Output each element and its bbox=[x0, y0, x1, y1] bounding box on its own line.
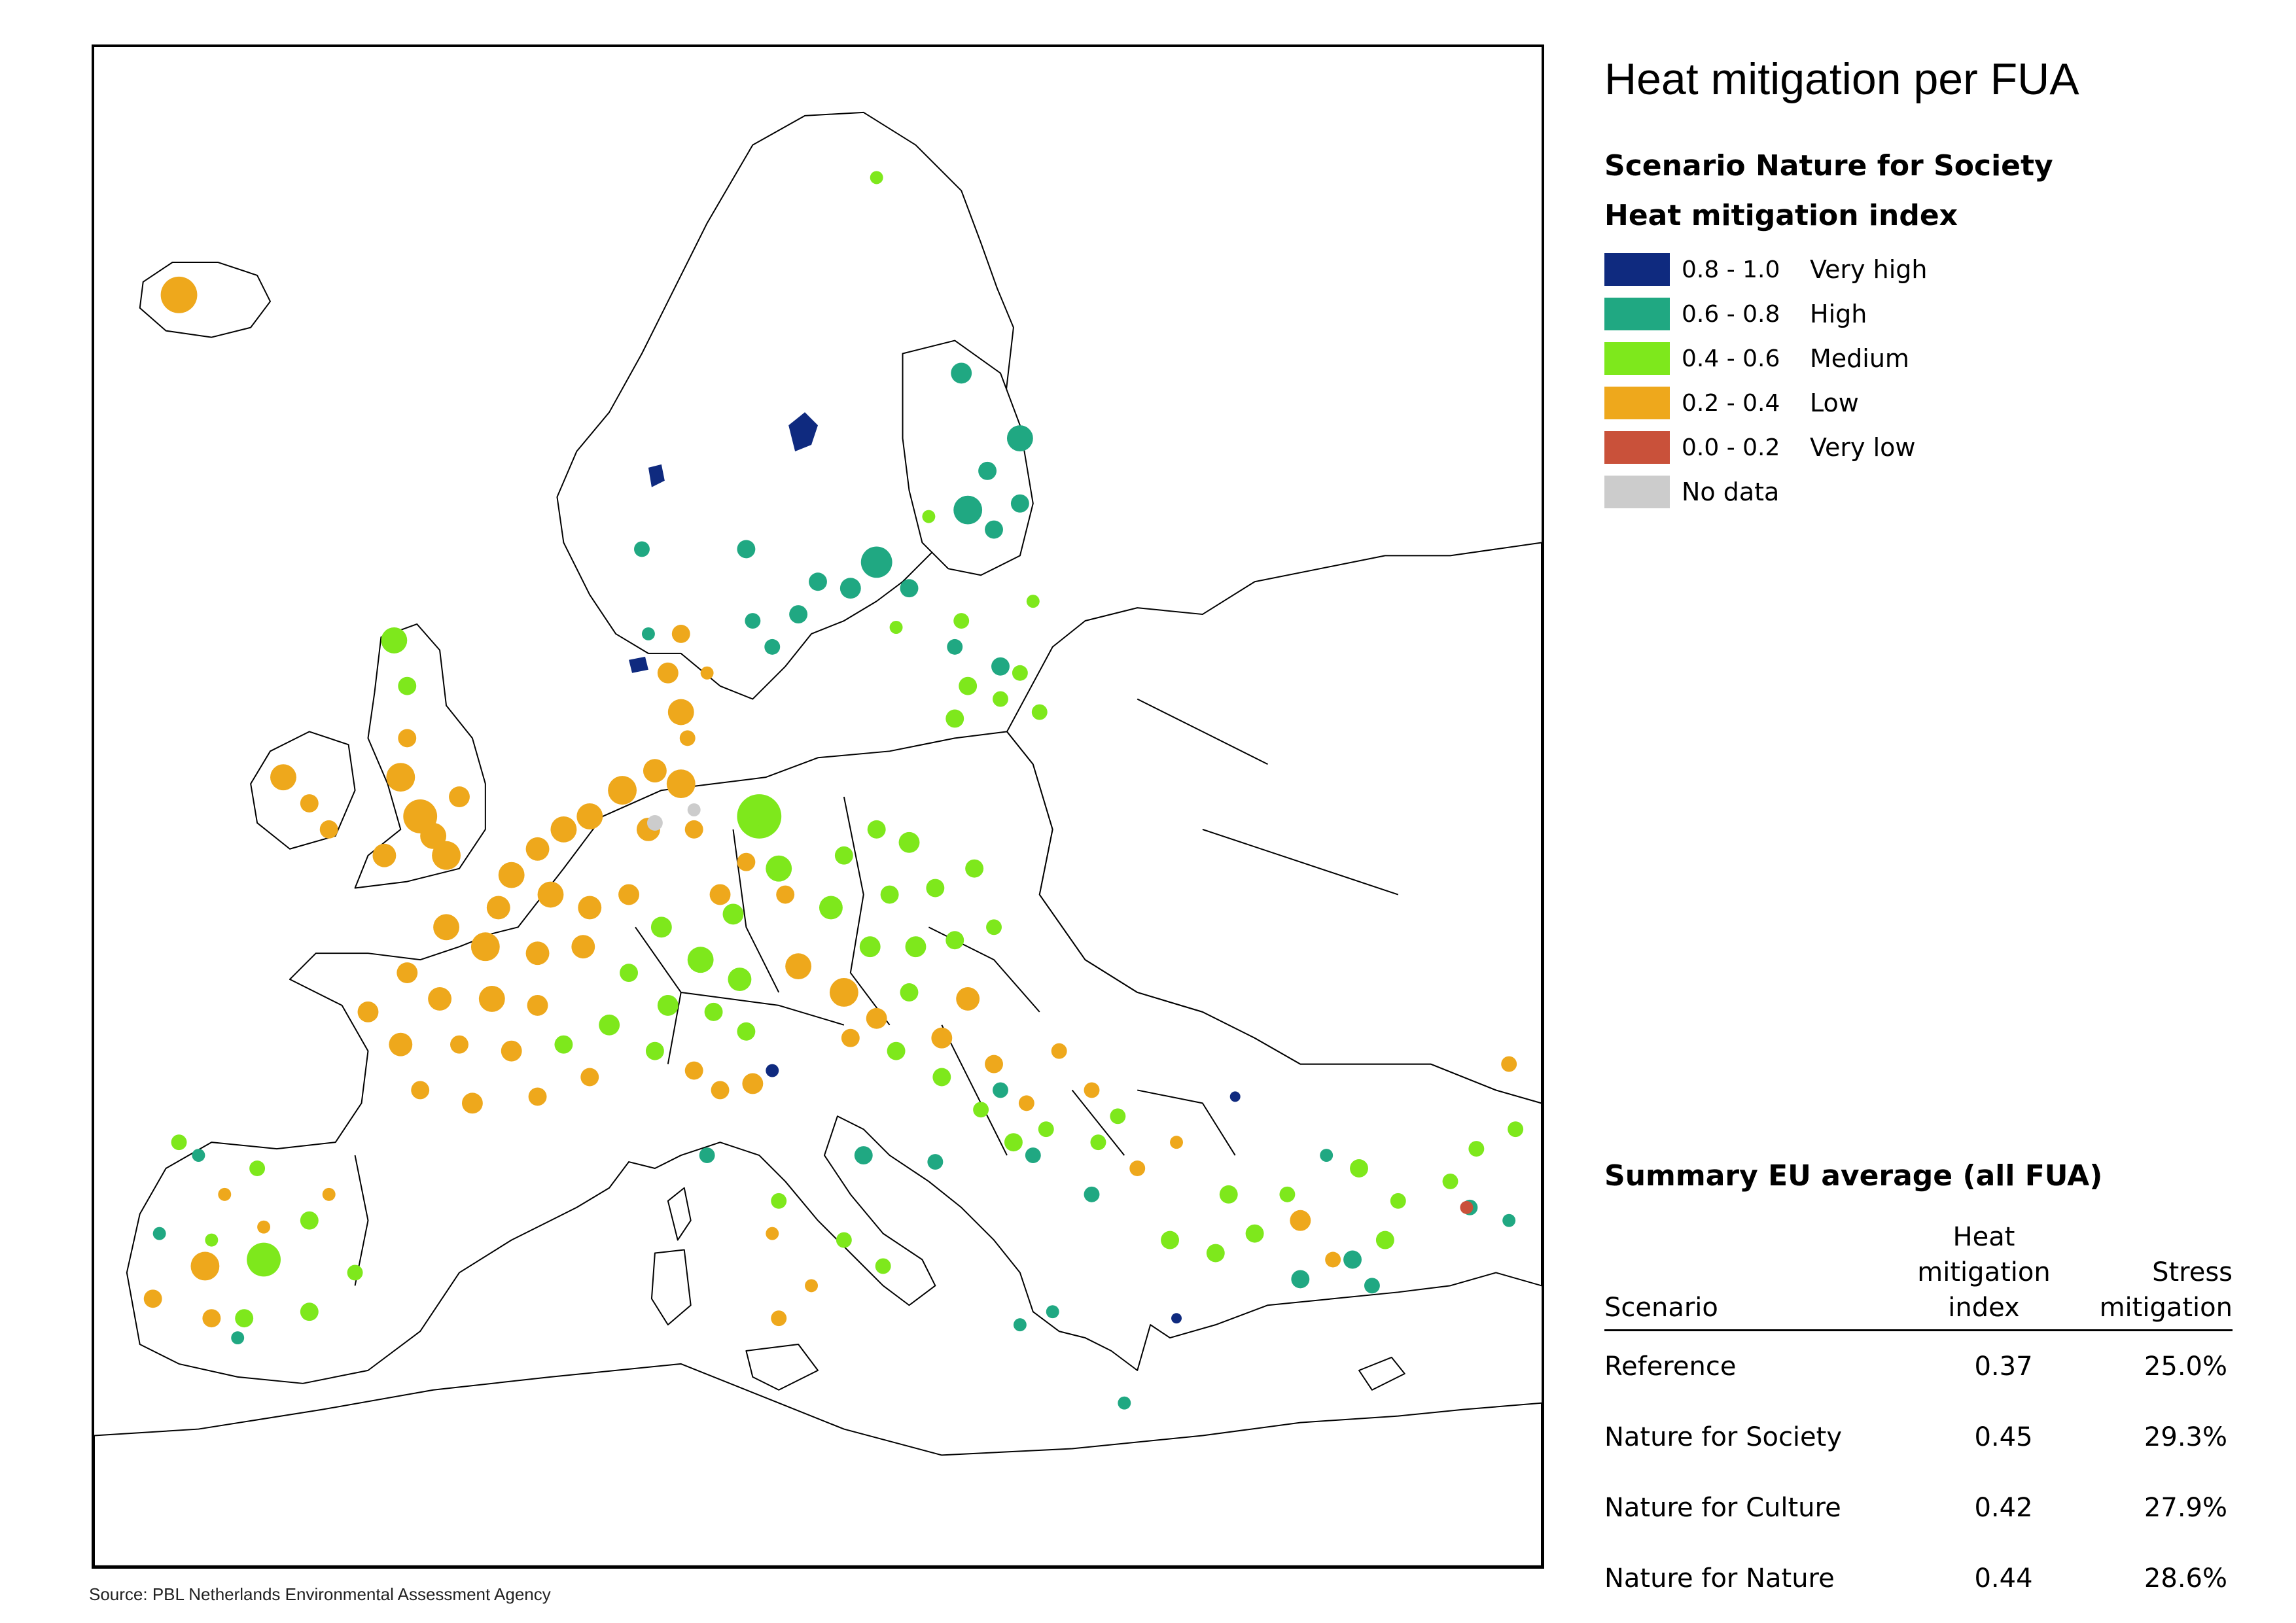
row-stress: 29.3% bbox=[2144, 1422, 2227, 1452]
row-scenario: Nature for Nature bbox=[1604, 1563, 1835, 1594]
europe-map bbox=[94, 111, 1542, 1566]
scenario-label: Scenario Nature for Society bbox=[1604, 149, 2053, 183]
fua-patches bbox=[143, 171, 1524, 1410]
source-note: Source: PBL Netherlands Environmental As… bbox=[89, 1584, 551, 1604]
header-heat-index-line1: Heat mitigation bbox=[1917, 1222, 2051, 1287]
legend-title: Heat mitigation index bbox=[1604, 199, 1958, 232]
map-frame bbox=[92, 44, 1544, 1569]
table-row: Reference 0.37 25.0% bbox=[1604, 1331, 2233, 1403]
fua-very-low bbox=[1460, 1200, 1474, 1214]
legend-range: 0.8 - 1.0 bbox=[1682, 256, 1780, 283]
great-britain-outline bbox=[354, 623, 486, 889]
table-row: Nature for Nature 0.44 28.6% bbox=[1604, 1543, 2233, 1614]
legend-swatch bbox=[1604, 342, 1670, 375]
row-index: 0.42 bbox=[1974, 1493, 2033, 1523]
iceland-outline bbox=[139, 262, 272, 338]
sardinia-outline bbox=[650, 1249, 692, 1326]
sicily-outline bbox=[745, 1344, 819, 1391]
legend-item-very-low: 0.0 - 0.2 Very low bbox=[1604, 425, 1927, 470]
scandinavia-outline bbox=[556, 111, 1014, 700]
legend-range: 0.2 - 0.4 bbox=[1682, 389, 1780, 417]
summary-table: Scenario Heat mitigation index Stress mi… bbox=[1604, 1219, 2233, 1614]
map-title: Heat mitigation per FUA bbox=[1604, 54, 2079, 104]
summary-title: Summary EU average (all FUA) bbox=[1604, 1159, 2103, 1193]
eastern-europe-outline bbox=[1006, 542, 1542, 1104]
legend-item-medium: 0.4 - 0.6 Medium bbox=[1604, 336, 1927, 381]
legend-swatch bbox=[1604, 253, 1670, 286]
legend-swatch bbox=[1604, 476, 1670, 508]
legend-item-low: 0.2 - 0.4 Low bbox=[1604, 381, 1927, 425]
row-stress: 25.0% bbox=[2144, 1352, 2227, 1382]
header-scenario: Scenario bbox=[1604, 1219, 1886, 1331]
row-index: 0.37 bbox=[1974, 1352, 2033, 1382]
row-stress: 27.9% bbox=[2144, 1493, 2227, 1523]
table-row: Nature for Society 0.45 29.3% bbox=[1604, 1402, 2233, 1473]
legend-item-high: 0.6 - 0.8 High bbox=[1604, 292, 1927, 336]
legend-range: 0.4 - 0.6 bbox=[1682, 345, 1780, 372]
row-stress: 28.6% bbox=[2144, 1563, 2227, 1594]
legend-swatch bbox=[1604, 298, 1670, 330]
ireland-outline bbox=[250, 731, 356, 850]
legend-swatch bbox=[1604, 387, 1670, 419]
legend-label: Very low bbox=[1810, 433, 1916, 462]
fua-no-data bbox=[646, 803, 701, 831]
legend-item-no-data: No data bbox=[1604, 470, 1927, 514]
fua-very-high bbox=[629, 412, 1241, 1324]
legend-swatch bbox=[1604, 431, 1670, 464]
header-heat-index: Heat mitigation index bbox=[1886, 1219, 2082, 1331]
legend-label: No data bbox=[1682, 478, 1780, 506]
row-scenario: Nature for Culture bbox=[1604, 1493, 1841, 1523]
legend-range: 0.0 - 0.2 bbox=[1682, 434, 1780, 461]
legend-label: Low bbox=[1810, 389, 1859, 417]
legend-label: Medium bbox=[1810, 344, 1909, 373]
table-row: Nature for Culture 0.42 27.9% bbox=[1604, 1473, 2233, 1543]
fua-low bbox=[143, 276, 1517, 1328]
summary-header-row: Scenario Heat mitigation index Stress mi… bbox=[1604, 1219, 2233, 1331]
legend-label: High bbox=[1810, 300, 1867, 328]
north-africa-outline bbox=[94, 1363, 1542, 1566]
internal-borders bbox=[354, 698, 1399, 1286]
header-stress-line1: Stress bbox=[2152, 1257, 2233, 1287]
legend-range: 0.6 - 0.8 bbox=[1682, 300, 1780, 328]
header-stress-line2: mitigation bbox=[2099, 1293, 2233, 1323]
header-stress-mitigation: Stress mitigation bbox=[2082, 1219, 2233, 1331]
legend-label: Very high bbox=[1810, 255, 1928, 284]
legend: 0.8 - 1.0 Very high 0.6 - 0.8 High 0.4 -… bbox=[1604, 247, 1927, 514]
legend-item-very-high: 0.8 - 1.0 Very high bbox=[1604, 247, 1927, 292]
row-index: 0.45 bbox=[1974, 1422, 2033, 1452]
row-scenario: Nature for Society bbox=[1604, 1422, 1843, 1452]
row-scenario: Reference bbox=[1604, 1352, 1737, 1382]
cyprus-outline bbox=[1358, 1356, 1405, 1391]
fua-medium bbox=[171, 171, 1524, 1328]
country-outlines bbox=[94, 111, 1542, 1566]
header-heat-index-line2: index bbox=[1948, 1293, 2020, 1323]
corsica-outline bbox=[667, 1187, 692, 1241]
row-index: 0.44 bbox=[1974, 1563, 2033, 1594]
